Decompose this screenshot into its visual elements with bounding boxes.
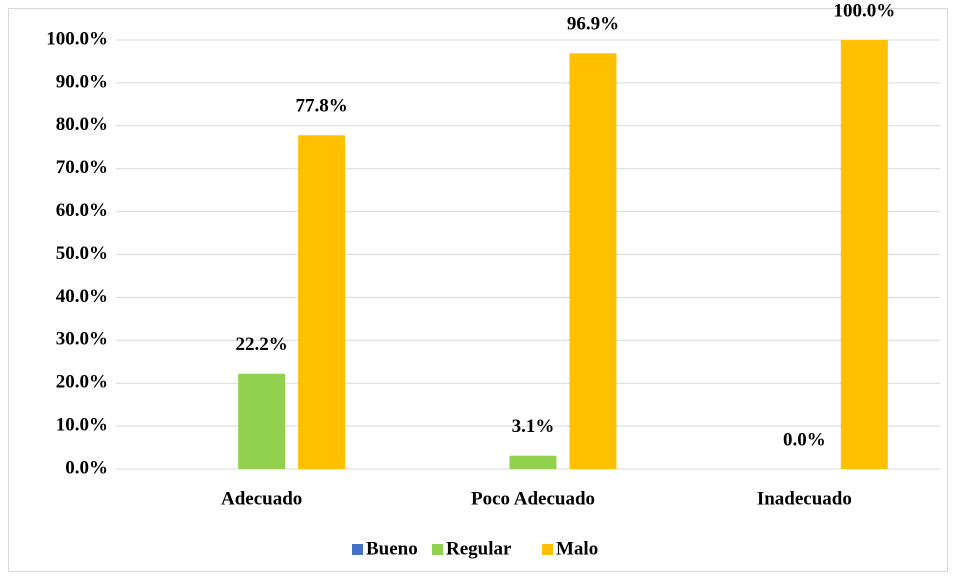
x-tick-label: Poco Adecuado xyxy=(471,488,595,509)
y-tick-label: 60.0% xyxy=(56,200,108,221)
y-tick-label: 30.0% xyxy=(56,329,108,350)
data-label: 3.1% xyxy=(512,416,555,437)
bar xyxy=(840,40,888,469)
data-label: 77.8% xyxy=(296,96,348,117)
data-label: 96.9% xyxy=(567,14,619,35)
y-tick-label: 50.0% xyxy=(56,243,108,264)
y-tick-label: 100.0% xyxy=(46,28,108,49)
legend-swatch xyxy=(352,544,363,555)
y-tick-label: 0.0% xyxy=(65,457,108,478)
y-tick-label: 70.0% xyxy=(56,157,108,178)
data-label: 22.2% xyxy=(236,334,288,355)
legend-swatch xyxy=(432,544,443,555)
bar xyxy=(238,373,286,469)
x-tick-label: Inadecuado xyxy=(757,488,852,509)
legend-label: Malo xyxy=(556,538,598,559)
y-tick-label: 10.0% xyxy=(56,414,108,435)
y-tick-label: 40.0% xyxy=(56,286,108,307)
bar xyxy=(569,53,617,469)
y-tick-label: 90.0% xyxy=(56,71,108,92)
legend-label: Regular xyxy=(446,538,512,559)
data-label: 100.0% xyxy=(833,0,895,21)
bar xyxy=(509,455,557,469)
legend-swatch xyxy=(542,544,553,555)
bar xyxy=(298,135,346,469)
y-tick-label: 80.0% xyxy=(56,114,108,135)
chart-frame xyxy=(8,8,948,572)
data-label: 0.0% xyxy=(783,429,826,450)
y-tick-label: 20.0% xyxy=(56,372,108,393)
legend-label: Bueno xyxy=(366,538,418,559)
x-tick-label: Adecuado xyxy=(221,488,302,509)
